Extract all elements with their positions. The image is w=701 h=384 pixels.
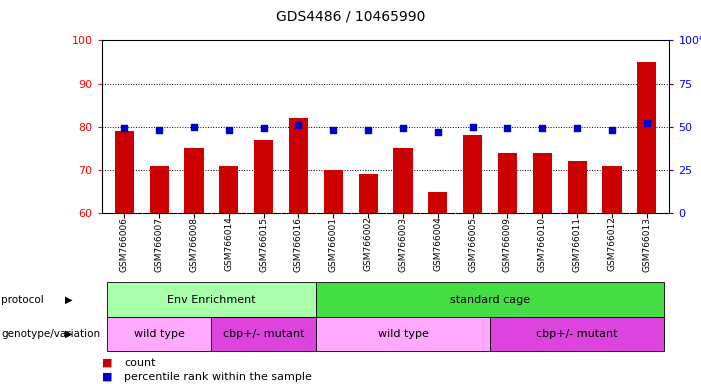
Bar — [254, 140, 273, 213]
Bar — [289, 118, 308, 213]
Point — [293, 122, 304, 128]
Bar — [219, 166, 238, 213]
Point — [397, 125, 409, 131]
Text: ■: ■ — [102, 358, 112, 368]
Point — [258, 125, 269, 131]
Text: GSM766004: GSM766004 — [433, 217, 442, 271]
Text: cbp+/- mutant: cbp+/- mutant — [536, 329, 618, 339]
Text: GSM766012: GSM766012 — [608, 217, 616, 271]
Text: genotype/variation: genotype/variation — [1, 329, 100, 339]
Text: GSM766010: GSM766010 — [538, 217, 547, 271]
Text: GSM766007: GSM766007 — [155, 217, 163, 271]
Bar — [602, 166, 622, 213]
Point — [433, 129, 444, 135]
Text: GSM766006: GSM766006 — [120, 217, 129, 271]
Text: GSM766015: GSM766015 — [259, 217, 268, 271]
Bar — [637, 62, 656, 213]
Point — [189, 124, 200, 130]
Bar — [498, 152, 517, 213]
Text: GSM766002: GSM766002 — [364, 217, 373, 271]
Bar — [149, 166, 169, 213]
Bar — [184, 148, 203, 213]
Text: GDS4486 / 10465990: GDS4486 / 10465990 — [275, 10, 426, 23]
Text: ▶: ▶ — [64, 329, 72, 339]
Text: GSM766005: GSM766005 — [468, 217, 477, 271]
Bar — [463, 136, 482, 213]
Point — [571, 125, 583, 131]
Bar — [568, 161, 587, 213]
Point — [502, 125, 513, 131]
Bar — [324, 170, 343, 213]
Point — [537, 125, 548, 131]
Point — [118, 125, 130, 131]
Bar — [358, 174, 378, 213]
Text: GSM766014: GSM766014 — [224, 217, 233, 271]
Text: GSM766003: GSM766003 — [398, 217, 407, 271]
Text: ▶: ▶ — [64, 295, 72, 305]
Bar — [428, 192, 447, 213]
Point — [154, 127, 165, 133]
Text: percentile rank within the sample: percentile rank within the sample — [124, 372, 312, 382]
Text: Env Enrichment: Env Enrichment — [167, 295, 256, 305]
Point — [362, 127, 374, 133]
Text: GSM766016: GSM766016 — [294, 217, 303, 271]
Point — [641, 120, 653, 126]
Bar — [393, 148, 413, 213]
Text: GSM766013: GSM766013 — [642, 217, 651, 271]
Point — [606, 127, 618, 133]
Point — [223, 127, 234, 133]
Text: count: count — [124, 358, 156, 368]
Text: GSM766008: GSM766008 — [189, 217, 198, 271]
Text: GSM766009: GSM766009 — [503, 217, 512, 271]
Point — [327, 127, 339, 133]
Text: standard cage: standard cage — [450, 295, 530, 305]
Text: protocol: protocol — [1, 295, 44, 305]
Text: GSM766001: GSM766001 — [329, 217, 338, 271]
Text: ■: ■ — [102, 372, 112, 382]
Bar — [115, 131, 134, 213]
Point — [467, 124, 478, 130]
Text: wild type: wild type — [378, 329, 428, 339]
Bar — [533, 152, 552, 213]
Text: wild type: wild type — [134, 329, 184, 339]
Text: GSM766011: GSM766011 — [573, 217, 582, 271]
Text: cbp+/- mutant: cbp+/- mutant — [223, 329, 304, 339]
